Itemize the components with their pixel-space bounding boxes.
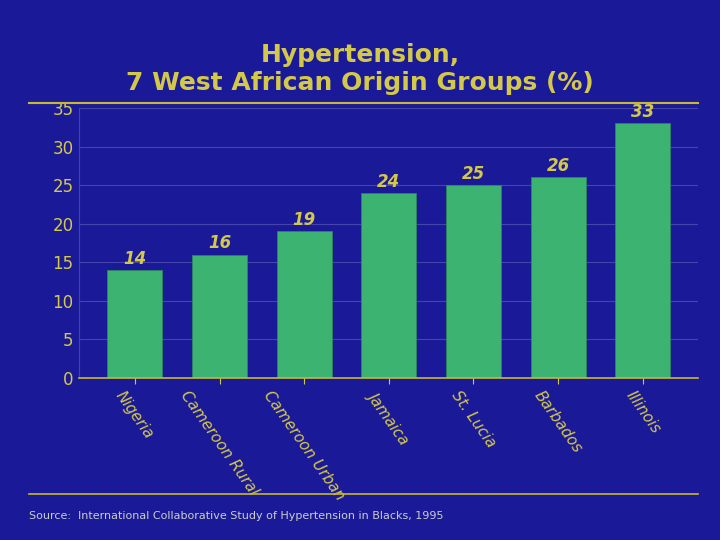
Text: 19: 19	[292, 211, 316, 229]
Bar	[615, 124, 670, 378]
Bar	[531, 178, 585, 378]
Bar	[107, 270, 163, 378]
Text: 16: 16	[208, 234, 231, 252]
Bar	[361, 193, 416, 378]
Text: 24: 24	[377, 173, 400, 191]
Text: 26: 26	[546, 157, 570, 175]
Text: 14: 14	[123, 249, 146, 268]
Text: Hypertension,
7 West African Origin Groups (%): Hypertension, 7 West African Origin Grou…	[126, 43, 594, 95]
Bar	[446, 185, 501, 378]
Text: Source:  International Collaborative Study of Hypertension in Blacks, 1995: Source: International Collaborative Stud…	[29, 511, 444, 521]
Text: 25: 25	[462, 165, 485, 183]
Text: 33: 33	[631, 103, 654, 121]
Bar	[192, 254, 247, 378]
Bar	[276, 232, 332, 378]
